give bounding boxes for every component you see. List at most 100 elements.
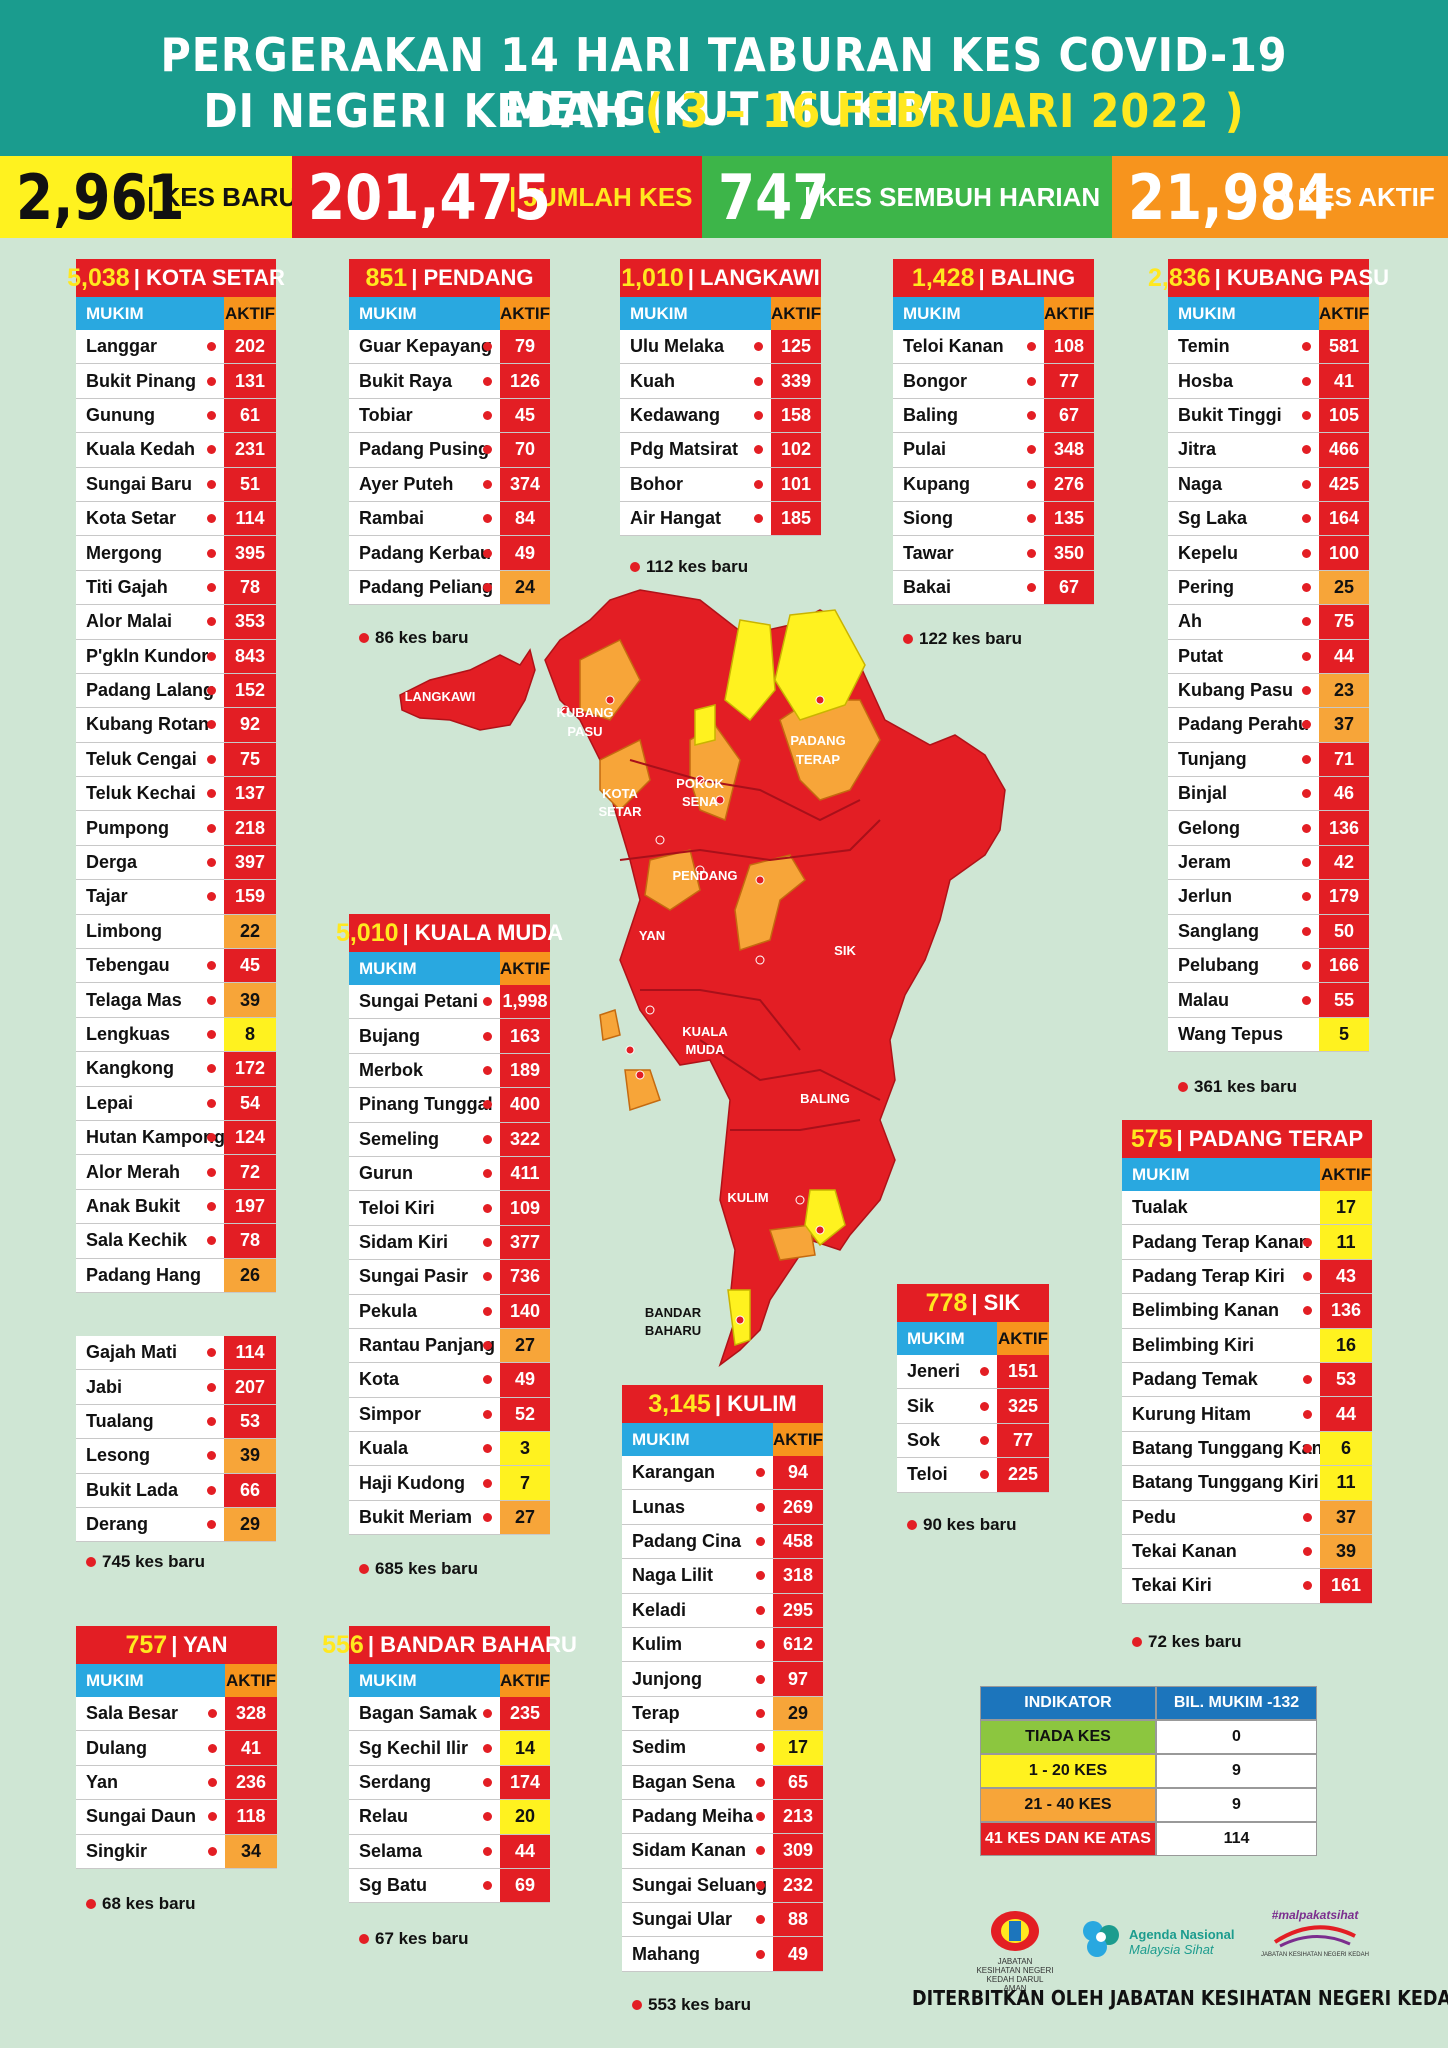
new-case-dot-icon [756,1949,765,1959]
red-dot-icon [86,1899,96,1909]
new-case-dot-icon [207,961,216,971]
new-case-dot-icon [207,1451,216,1461]
table-row: Padang Pusing 70 [349,433,550,468]
mukim-label: Kuala [359,1438,409,1459]
new-case-dot-icon [483,1743,492,1753]
active-count: 466 [1319,433,1369,467]
mukim-name: Pering [1168,571,1319,604]
map-orange-area [689,724,741,822]
table-row: Siong 135 [893,501,1094,537]
new-case-dot-icon [1302,445,1311,455]
active-count: 44 [1319,639,1369,673]
mukim-name: Gunung [76,399,224,432]
mukim-label: Tawar [903,542,954,563]
mukim-name: Teloi Kanan [893,330,1044,363]
mukim-name: Haji Kudong [349,1466,500,1499]
district-boundary [629,759,861,822]
mukim-name: Lepai [76,1087,224,1120]
active-count: 125 [771,330,821,364]
new-case-dot-icon [756,1880,765,1890]
new-case-dot-icon [208,1743,217,1753]
new-case-dot-icon [483,1272,492,1282]
table-row: Limbong 22 [76,914,276,950]
map-case-dot [815,695,825,705]
mukim-name: Ulu Melaka [620,330,771,363]
active-count: 164 [1319,501,1369,536]
mukim-label: Merbok [359,1059,424,1080]
map-kedah-main [544,589,1006,1368]
mukim-name: Sidam Kiri [349,1226,500,1259]
red-dot-icon [630,562,640,572]
district-title: 5,010 | KUALA MUDA [336,914,563,952]
mukim-label: Kupang [903,473,970,494]
active-count: 46 [1319,777,1369,811]
table-row: Derga 397 [76,845,276,881]
mukim-name: Bakai [893,571,1044,604]
mukim-label: Keladi [632,1599,687,1620]
active-count: 3 [500,1432,550,1466]
active-count: 75 [1319,605,1369,639]
table-row: Pinang Tunggal 400 [349,1088,550,1123]
mukim-name: Ayer Puteh [349,468,500,501]
table-row: Pelubang 166 [1168,949,1369,984]
mukim-name: Sala Besar [76,1697,225,1730]
mukim-name: Lesong [76,1439,224,1472]
new-case-dot-icon [207,410,216,420]
new-cases-note: 745 kes baru [86,1552,205,1572]
new-case-dot-icon [1303,1409,1312,1419]
table-row: Pedu 37 [1122,1500,1372,1535]
mukim-name: Jerlun [1168,880,1319,913]
table-row: Merbok 189 [349,1053,550,1089]
mukim-name: Kubang Pasu [1168,674,1319,707]
new-case-dot-icon [1303,1512,1312,1522]
map-orange-area [579,638,641,721]
mukim-label: Terap [632,1702,680,1723]
table-row: Belimbing Kiri 16 [1122,1328,1372,1363]
district-boundary [619,819,881,862]
legend-count: 9 [1156,1788,1317,1822]
active-count: 54 [224,1086,276,1120]
active-count: 348 [1044,433,1094,467]
col-mukim: MUKIM [349,1664,500,1697]
table-row: Wang Tepus 5 [1168,1017,1369,1053]
mukim-label: Lunas [632,1496,686,1517]
active-count: 69 [500,1868,550,1903]
agenda-text: Agenda Nasional [1129,1927,1235,1942]
map-label: KULIM [727,1190,768,1205]
title-region: DI NEGERI KEDAH [203,84,630,138]
active-count: 136 [1320,1294,1372,1328]
table-header: MUKIM AKTIF [349,1664,550,1697]
map-case-dot [795,1195,805,1205]
indicator-legend: INDIKATOR BIL. MUKIM -132 TIADA KES 0 1 - … [980,1686,1317,1856]
new-case-dot-icon [1302,342,1311,352]
mukim-label: Pdg Matsirat [630,439,739,460]
mukim-label: Relau [359,1806,409,1827]
mukim-label: Tekai Kiri [1132,1575,1212,1596]
legend-header-count: BIL. MUKIM -132 [1156,1686,1317,1720]
new-cases-note: 68 kes baru [86,1894,196,1914]
mukim-name: Sg Batu [349,1869,500,1902]
active-count: 102 [771,433,821,467]
red-dot-icon [359,633,369,643]
mukim-name: Teluk Cengai [76,743,224,776]
table-row: Pdg Matsirat 102 [620,433,821,468]
new-case-dot-icon [1302,789,1311,799]
page-title-line2: DI NEGERI KEDAH ( 3 – 16 FEBRUARI 2022 ) [72,84,1375,138]
mukim-name: Tobiar [349,399,500,432]
new-case-dot-icon [1302,548,1311,558]
active-count: 67 [1044,398,1094,433]
mukim-label: Bukit Pinang [86,370,197,391]
new-cases-note: 685 kes baru [359,1559,478,1579]
active-count: 276 [1044,467,1094,501]
new-case-dot-icon [207,892,216,902]
mukim-name: Bongor [893,364,1044,397]
active-count: 44 [500,1834,550,1868]
district-name: | KUBANG PASU [1214,265,1389,290]
active-count: 207 [224,1370,276,1404]
map-label: PENDANG [672,868,737,883]
mukim-label: Sanglang [1178,920,1260,941]
col-aktif: AKTIF [225,1664,277,1697]
mukim-name: Keladi [622,1594,773,1627]
new-case-dot-icon [207,1348,216,1358]
map-yellow-area [724,619,776,722]
